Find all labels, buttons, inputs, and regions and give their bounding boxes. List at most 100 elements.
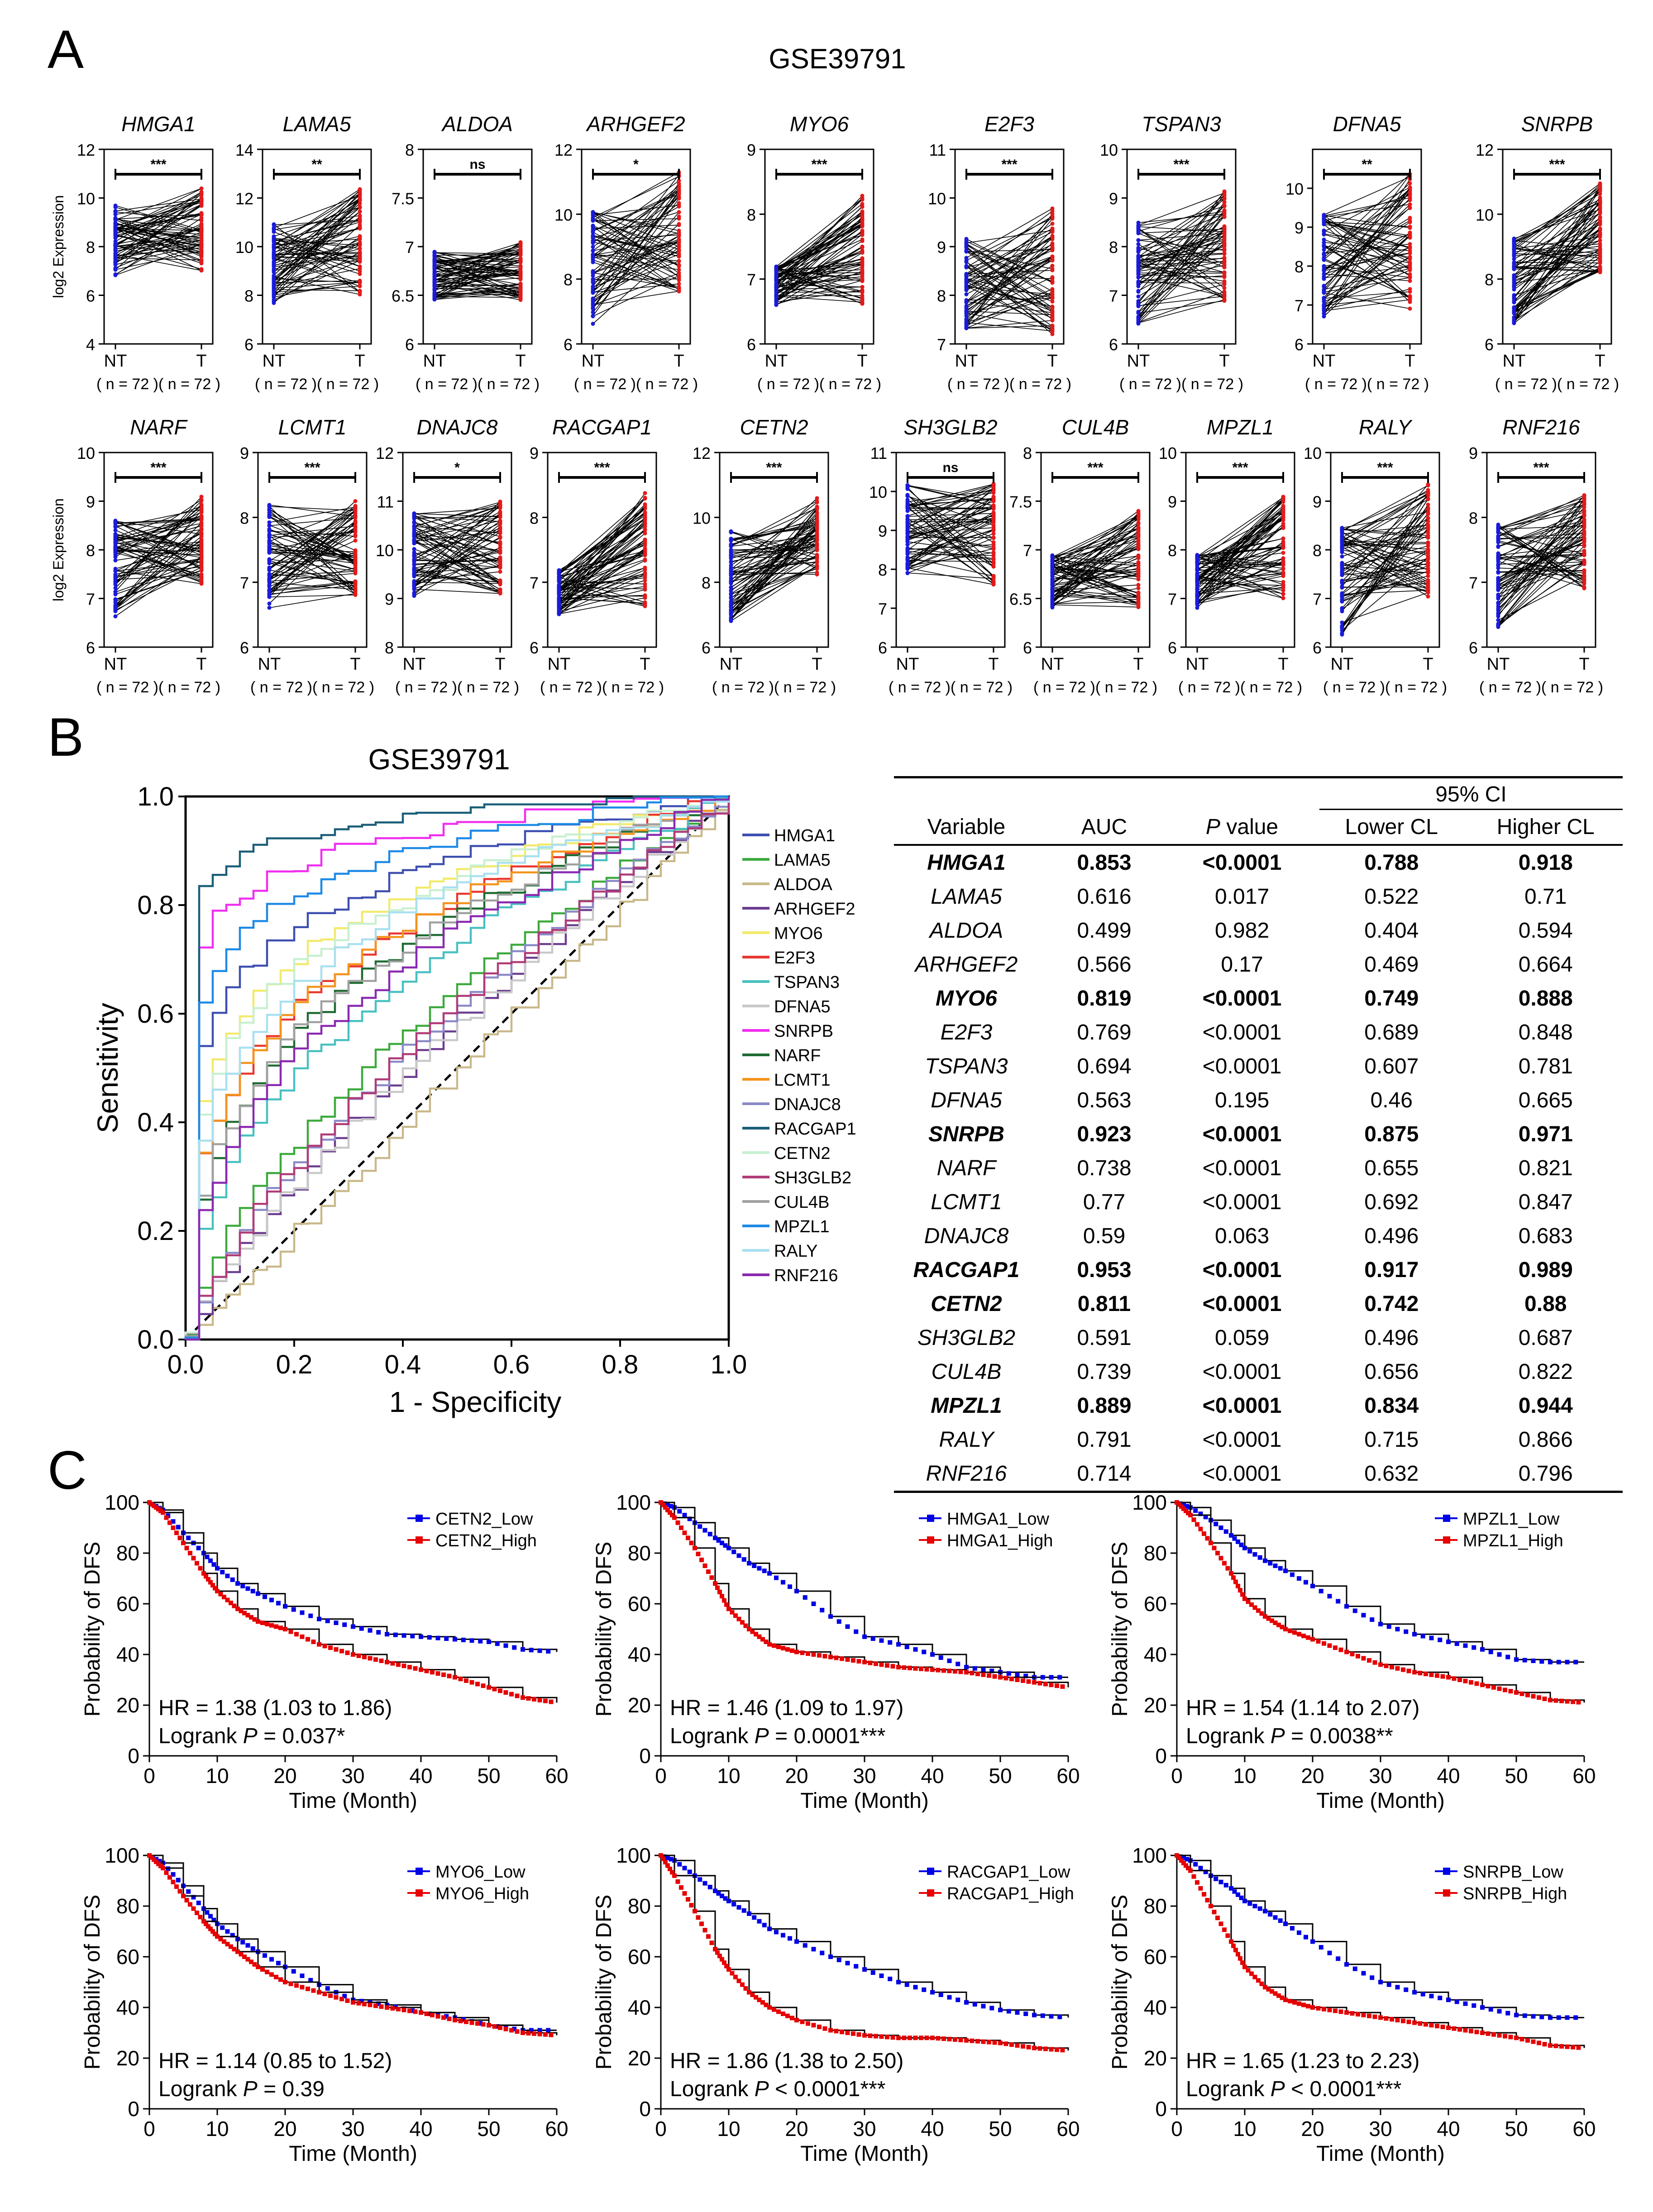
y-tick-label: 7 xyxy=(747,271,756,289)
pair-line xyxy=(269,530,356,537)
km-marker-high xyxy=(208,1580,213,1585)
km-marker-high xyxy=(222,1595,226,1600)
pair-line xyxy=(731,565,817,621)
nt-point xyxy=(729,559,733,564)
pair-line xyxy=(269,501,356,580)
nt-point xyxy=(905,571,910,575)
km-marker-high xyxy=(322,1644,327,1649)
pair-line xyxy=(559,533,645,605)
km-marker-high xyxy=(435,1671,440,1676)
t-point xyxy=(1222,236,1227,241)
km-marker-low xyxy=(351,1624,355,1629)
cell-higher: 0.88 xyxy=(1524,1292,1567,1316)
km-marker-low xyxy=(512,1645,517,1650)
cell-variable: CUL4B xyxy=(931,1360,1002,1384)
km-marker-high xyxy=(177,1535,182,1540)
pair-line xyxy=(1197,547,1284,603)
t-point xyxy=(815,542,819,546)
nt-point xyxy=(1136,256,1141,261)
nt-point xyxy=(964,256,969,260)
nt-point xyxy=(272,222,276,227)
km-marker-high xyxy=(498,1688,502,1693)
nt-point xyxy=(729,544,733,548)
cell-higher: 0.683 xyxy=(1518,1224,1573,1248)
pair-line xyxy=(731,498,817,581)
x-label-t: T xyxy=(812,655,822,674)
x-label-nt: NT xyxy=(582,352,605,371)
km-marker-low xyxy=(713,1535,717,1540)
x-label-t: T xyxy=(1278,655,1288,674)
nt-point xyxy=(1136,242,1141,246)
cell-auc: 0.738 xyxy=(1077,1156,1132,1180)
t-point xyxy=(991,556,996,561)
logrank-prefix: Logrank xyxy=(158,1724,243,1748)
y-tick-label: 7 xyxy=(1313,590,1322,609)
y-tick-label: 7.5 xyxy=(392,190,414,208)
t-point xyxy=(677,271,681,276)
logrank-value: = 0.037* xyxy=(258,1724,345,1748)
nt-point xyxy=(412,537,416,542)
y-tick-label: 12 xyxy=(693,444,711,462)
pair-line xyxy=(115,529,202,608)
km-marker-high xyxy=(210,1583,215,1587)
pair-line xyxy=(414,505,501,574)
nt-point xyxy=(1050,570,1055,574)
pair-line xyxy=(966,247,1053,309)
pair-line xyxy=(269,515,356,592)
km-x-tick-label: 0 xyxy=(655,1764,667,1788)
y-tick-label: 6 xyxy=(405,335,414,354)
km-marker-low xyxy=(720,1540,724,1545)
nt-point xyxy=(113,553,118,557)
t-point xyxy=(199,229,204,233)
legend-label: RACGAP1 xyxy=(774,1120,856,1139)
t-point xyxy=(199,553,204,558)
t-point xyxy=(1582,518,1586,523)
pair-line xyxy=(1197,516,1284,577)
pair-line xyxy=(414,558,501,566)
pair-line xyxy=(1514,222,1600,308)
y-tick-label: 4 xyxy=(86,335,95,354)
nt-point xyxy=(964,317,969,321)
nt-point xyxy=(1195,602,1199,607)
pair-line xyxy=(1498,515,1585,625)
pair-line xyxy=(115,257,202,261)
km-marker-high xyxy=(171,1526,176,1530)
roc-curve-cetn2 xyxy=(184,795,729,1340)
pair-line xyxy=(1514,269,1600,308)
pair-line xyxy=(414,516,501,557)
km-marker-low xyxy=(828,1614,833,1619)
cell-auc: 0.591 xyxy=(1077,1326,1132,1350)
nt-point xyxy=(1512,257,1516,261)
km-marker-high xyxy=(481,1683,486,1688)
pair-line xyxy=(1323,174,1410,291)
cell-lower: 0.834 xyxy=(1364,1394,1419,1418)
n-label: ( n = 72 )( n = 72 ) xyxy=(1479,679,1603,696)
gene-title: RALY xyxy=(1359,415,1413,439)
pair-line xyxy=(1197,586,1284,601)
t-point xyxy=(518,285,523,289)
t-point xyxy=(199,212,204,217)
nt-point xyxy=(1340,626,1344,630)
gene-title: E2F3 xyxy=(984,112,1034,136)
t-point xyxy=(353,586,358,590)
pair-line xyxy=(434,254,521,290)
cell-higher: 0.848 xyxy=(1518,1020,1573,1044)
km-marker-low xyxy=(537,1648,542,1653)
pair-line xyxy=(1342,495,1428,582)
pair-line xyxy=(414,513,501,537)
t-point xyxy=(353,506,358,510)
pair-line xyxy=(966,251,1053,311)
nt-point xyxy=(1136,248,1141,253)
pair-line xyxy=(1138,195,1225,253)
km-marker-high xyxy=(396,1662,401,1667)
t-point xyxy=(991,518,996,522)
km-marker-high xyxy=(252,1617,257,1622)
t-point xyxy=(860,274,865,279)
y-tick-label: 10 xyxy=(235,238,253,257)
x-label-nt: NT xyxy=(720,655,743,674)
t-point xyxy=(1408,274,1412,279)
nt-point xyxy=(729,618,733,622)
t-point xyxy=(860,245,865,249)
x-label-t: T xyxy=(1423,655,1433,674)
nt-point xyxy=(591,256,595,260)
